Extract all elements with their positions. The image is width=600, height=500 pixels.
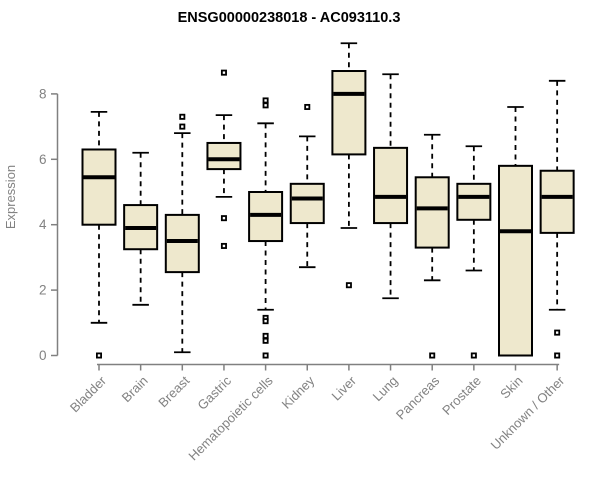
boxplot-lung [373,73,409,300]
x-tick-label-breast: Breast [155,373,192,410]
iqr-box-kidney [289,182,325,225]
x-tick-label-kidney: Kidney [279,373,318,412]
boxplot-breast [164,113,200,354]
boxplot-unknown-other [539,79,575,359]
boxplot-skin [498,106,533,357]
boxplot-kidney [289,103,325,269]
x-tick-label-gastric: Gastric [194,373,234,413]
outlier-point-hematopoietic-cells [262,337,269,344]
box-series [81,42,575,359]
outlier-point-breast [179,123,186,130]
iqr-box-lung [373,146,409,225]
x-tick-label-bladder: Bladder [67,373,110,416]
outlier-point-kidney [304,103,311,110]
y-tick-label-4: 4 [39,217,47,232]
x-tick-label-unknown-other: Unknown / Other [488,373,568,453]
outlier-point-hematopoietic-cells [262,318,269,325]
chart-title: ENSG00000238018 - AC093110.3 [178,10,401,26]
iqr-box-unknown-other [539,169,575,234]
outlier-point-hematopoietic-cells [262,102,269,109]
x-tick-label-pancreas: Pancreas [393,373,443,423]
boxplot-gastric [206,69,242,249]
x-tick-label-lung: Lung [370,373,401,404]
outlier-point-prostate [470,352,477,359]
outlier-point-hematopoietic-cells [262,332,269,339]
iqr-box-gastric [206,141,242,171]
outlier-point-breast [179,113,186,120]
x-tick-label-liver: Liver [328,373,359,404]
y-tick-label-6: 6 [39,152,47,167]
boxplot-prostate [456,145,492,359]
outlier-point-hematopoietic-cells [262,97,269,104]
outlier-point-gastric [220,215,227,222]
boxplot-hematopoietic-cells [248,97,284,359]
outlier-point-hematopoietic-cells [262,352,269,359]
iqr-box-prostate [456,182,492,221]
iqr-box-skin [498,164,533,357]
iqr-box-bladder [81,148,117,226]
boxplot-bladder [81,110,117,359]
boxplot-pancreas [414,133,450,359]
outlier-point-bladder [96,352,103,359]
iqr-box-liver [331,70,367,156]
outlier-point-unknown-other [554,329,561,336]
x-tick-label-brain: Brain [119,373,151,405]
outlier-point-unknown-other [554,352,561,359]
x-tick-label-skin: Skin [497,373,525,401]
y-tick-label-8: 8 [39,86,47,101]
outlier-point-pancreas [429,352,436,359]
boxplot-brain [123,151,159,306]
outlier-point-liver [345,282,352,289]
x-tick-label-prostate: Prostate [439,373,484,418]
y-tick-label-0: 0 [39,348,47,363]
outlier-point-gastric [220,242,227,249]
y-axis-label: Expression [3,165,18,229]
outlier-point-gastric [220,69,227,76]
iqr-box-breast [164,213,200,274]
y-tick-label-2: 2 [39,283,47,298]
iqr-box-pancreas [414,176,450,249]
boxplot-liver [331,42,367,289]
